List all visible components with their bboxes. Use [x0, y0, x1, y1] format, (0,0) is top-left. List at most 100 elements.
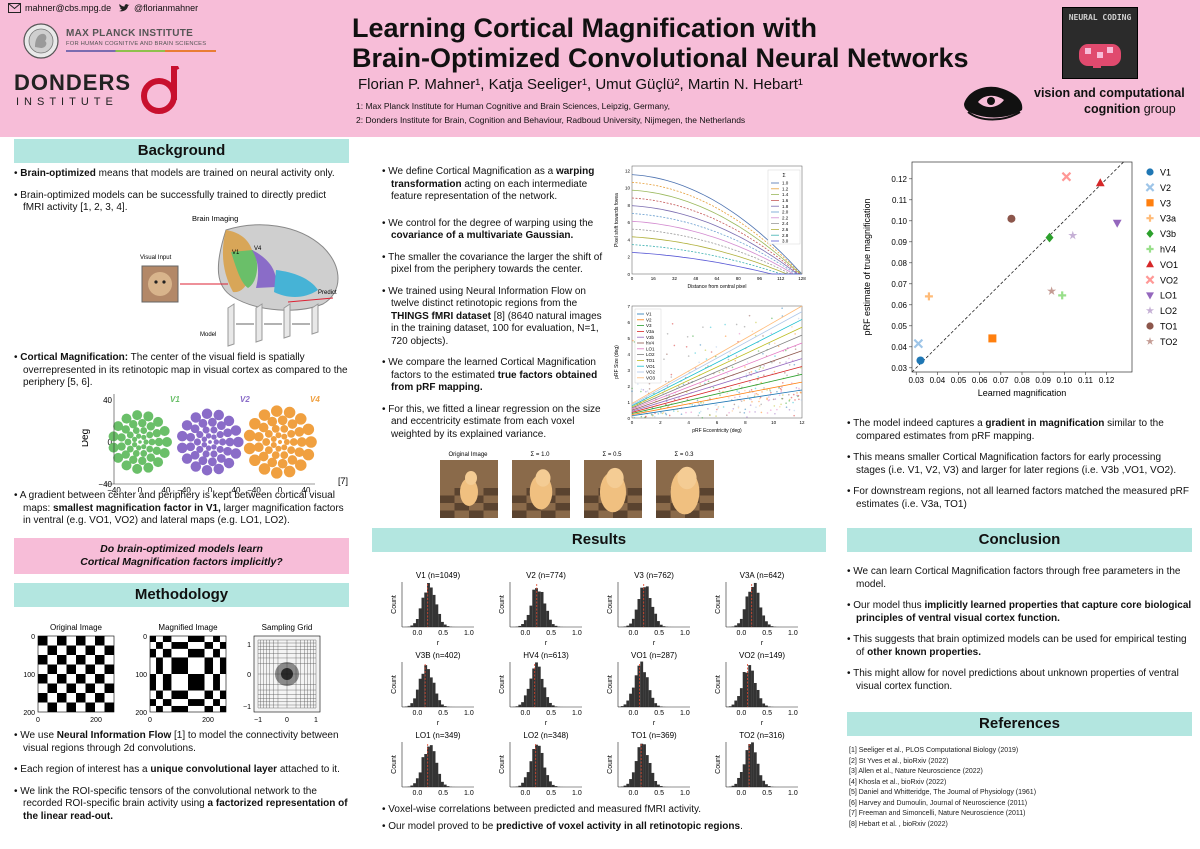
prf-voxel-point	[792, 401, 794, 404]
rf-dot	[253, 442, 264, 453]
histogram-bar	[523, 695, 527, 707]
prf-voxel-point	[715, 346, 718, 348]
prf-voxel-point	[657, 413, 660, 415]
histogram-bar	[415, 689, 419, 707]
prf-voxel-point	[785, 402, 787, 404]
histogram-bar	[629, 779, 632, 787]
prf-voxel-point	[731, 410, 734, 412]
histogram-bar	[637, 665, 641, 707]
prf-ytick: 4	[627, 352, 630, 357]
histogram-title: V2 (n=774)	[526, 571, 566, 580]
scatter-point-vo2	[1061, 171, 1072, 182]
rf-dot	[216, 431, 224, 439]
histogram-bar	[751, 742, 754, 787]
histogram-bar	[634, 675, 638, 707]
histogram-bar	[540, 591, 544, 627]
histogram-panel: V3 (n=762) 0.0 0.5 1.0 r Count	[607, 571, 690, 647]
rf-dot	[216, 454, 226, 463]
prf-voxel-point	[712, 386, 715, 389]
twitter-contact[interactable]: @florianmahner	[118, 3, 198, 13]
rf-dot	[129, 455, 138, 464]
reference-item: [6] Harvey and Dumoulin, Journal of Neur…	[849, 799, 1028, 807]
middle-point-2: • We control for the degree of warping u…	[382, 217, 594, 242]
prf-voxel-point	[651, 414, 654, 417]
prf-voxel-point	[661, 412, 664, 415]
rf-dot	[205, 433, 212, 439]
rf-dot	[249, 454, 261, 467]
grid-ytick: −1	[243, 704, 251, 711]
prf-voxel-point	[762, 367, 764, 369]
middle-point-5: • We compare the learned Cortical Magnif…	[382, 357, 598, 393]
neural-coding-logo: NEURAL CODING	[1062, 7, 1138, 79]
prf-voxel-point	[758, 405, 761, 407]
histogram-bar	[424, 665, 428, 707]
legend-label: LO1	[1160, 291, 1177, 301]
prf-voxel-point	[665, 413, 668, 416]
reference-item: [8] Hebart et al. , bioRxiv (2022)	[849, 820, 948, 828]
prf-voxel-point	[793, 363, 796, 366]
prf-voxel-point	[769, 409, 772, 411]
histogram-bar	[526, 688, 530, 707]
background-point-4: • A gradient between center and peripher…	[14, 490, 344, 526]
prf-voxel-point	[727, 397, 730, 399]
prf-voxel-point	[666, 332, 669, 335]
scatter-ytick: 0.11	[892, 196, 908, 205]
meth-xtick: 200	[202, 717, 214, 724]
prf-voxel-point	[749, 404, 752, 406]
prf-voxel-point	[774, 398, 777, 400]
prf-voxel-point	[779, 362, 781, 364]
histogram-bar	[441, 704, 444, 707]
histogram-bar	[742, 764, 746, 787]
shift-ytick: 12	[625, 168, 631, 173]
histogram-panel: V3A (n=642) 0.0 0.5 1.0 r Count	[715, 571, 798, 647]
prf-voxel-point	[722, 390, 724, 393]
shift-series-line	[631, 252, 802, 275]
histogram-bar	[759, 698, 763, 707]
shift-legend-label: 2.2	[782, 215, 789, 220]
grid-xtick: 0	[285, 717, 289, 724]
email-contact[interactable]: mahner@cbs.mpg.de	[8, 3, 111, 13]
reference-item: [3] Allen et al., Nature Neuroscience (2…	[849, 768, 983, 775]
prf-ytick: 3	[627, 368, 630, 373]
histogram-bar	[424, 754, 428, 787]
rf-dot	[223, 415, 235, 427]
histogram-bar	[546, 697, 550, 707]
prf-voxel-point	[790, 396, 793, 399]
rf-dot	[207, 457, 217, 467]
prf-voxel-point	[755, 406, 757, 409]
histogram-bar	[438, 773, 442, 787]
scatter-xlabel: Learned magnification	[978, 388, 1067, 398]
rf-dot	[141, 444, 147, 450]
rf-dot	[281, 433, 288, 440]
prf-voxel-point	[770, 391, 772, 394]
prf-voxel-point	[686, 391, 688, 393]
background-point-2: • Brain-optimized models can be successf…	[14, 189, 326, 214]
meth-title: Original Image	[50, 623, 103, 632]
rf-dot	[302, 423, 315, 436]
background-point-3: • Cortical Magnification: The center of …	[14, 352, 348, 388]
histogram-xtick: 0.5	[546, 710, 556, 717]
meth-xtick: 0	[36, 717, 40, 724]
histogram-bar	[549, 619, 552, 627]
question-line-1: Do brain-optimized models learn	[100, 543, 263, 555]
rf-dot	[297, 437, 307, 447]
rf-dot	[258, 463, 271, 475]
warp-example-3: Σ = 0.3	[656, 452, 714, 518]
prf-voxel-point	[732, 407, 735, 410]
histogram-bar	[540, 678, 544, 707]
histogram-ylabel: Count	[715, 755, 722, 774]
prf-voxel-point	[795, 387, 798, 389]
legend-entry: V3	[1146, 198, 1171, 208]
prf-voxel-point	[691, 403, 694, 406]
minerva-seal-icon	[23, 23, 59, 59]
rf-dot	[201, 408, 213, 420]
prf-voxel-point	[758, 397, 761, 400]
rf-dot	[211, 444, 217, 450]
neural-coding-text: NEURAL CODING	[1068, 13, 1132, 22]
histogram-ylabel: Count	[715, 675, 722, 694]
meth-xtick: 0	[148, 717, 152, 724]
histogram-bar	[518, 625, 522, 627]
prf-voxel-point	[631, 390, 633, 392]
reference-item: [1] Seeliger et al., PLOS Computational …	[849, 747, 1019, 754]
histogram-bar	[432, 751, 436, 787]
